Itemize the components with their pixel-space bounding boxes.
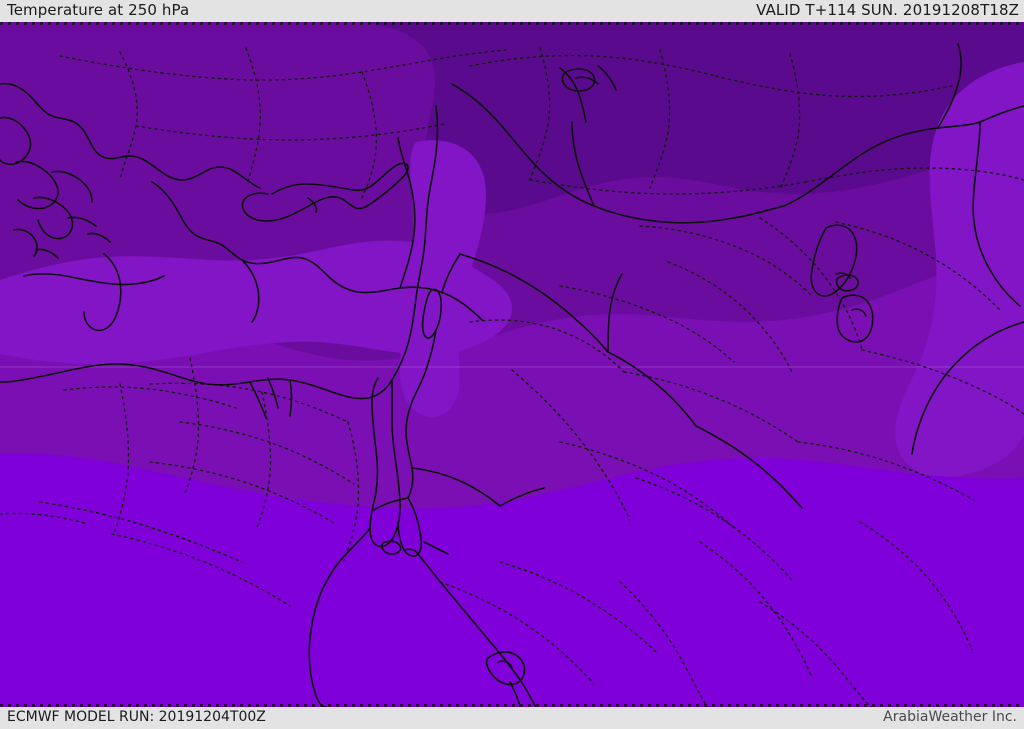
lake-iraq-4: [836, 294, 874, 343]
temp-band-bright-aegean: [0, 240, 512, 364]
temp-band-bright-levant: [400, 140, 486, 418]
coast-crete: [23, 273, 165, 286]
coast-levant: [0, 105, 439, 400]
lake-iraq-2: [835, 272, 851, 279]
border-jordan-saudi-solid: [459, 253, 609, 353]
forecast-map[interactable]: [0, 22, 1024, 707]
header-bar: Temperature at 250 hPa VALID T+114 SUN. …: [0, 0, 1024, 22]
coast-redsea-west: [308, 527, 371, 707]
temp-band-brightest: [0, 453, 1024, 707]
page-title: Temperature at 250 hPa: [7, 1, 190, 19]
lake-iraq-3: [835, 274, 859, 292]
coastlines: [0, 43, 1024, 707]
temp-band-brightest-sw: [0, 453, 244, 707]
dead-sea: [421, 288, 443, 339]
footer-bar: ECMWF MODEL RUN: 20191204T00Z ArabiaWeat…: [0, 707, 1024, 729]
credit-label: ArabiaWeather Inc.: [883, 709, 1017, 725]
coast-greece: [0, 82, 261, 189]
temp-band-bright-east: [895, 62, 1024, 478]
map-canvas[interactable]: [0, 22, 1024, 707]
border-turkey-iran-solid: [783, 121, 981, 207]
coast-turkey-south: [151, 181, 483, 321]
national-borders: [0, 47, 1024, 707]
gulf-of-suez: [369, 377, 401, 548]
coast-persian-gulf: [911, 321, 1024, 455]
coast-redsea-east: [417, 553, 537, 707]
valid-time-label: VALID T+114 SUN. 20191208T18Z: [756, 1, 1019, 19]
coast-cyprus: [241, 162, 409, 222]
model-run-label: ECMWF MODEL RUN: 20191204T00Z: [7, 709, 266, 725]
temp-band-darkest: [360, 22, 1024, 215]
